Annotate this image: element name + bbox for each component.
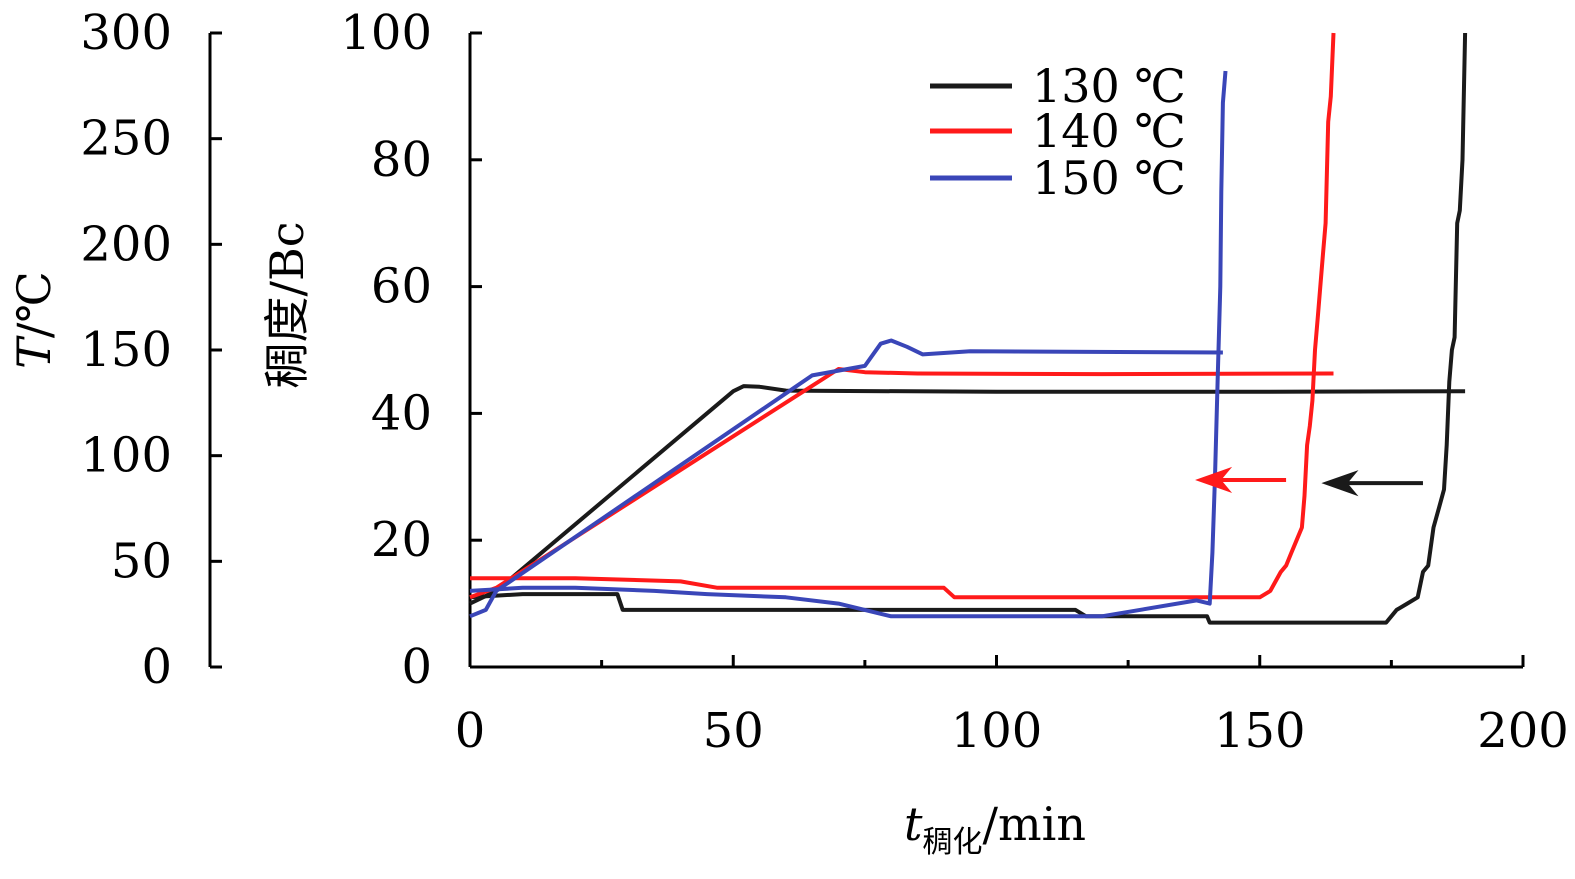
temperature-tick-label: 0 [141, 639, 172, 695]
consistency-axis-title: 稠度/Bc [260, 221, 314, 388]
x-tick-label: 200 [1477, 703, 1569, 759]
legend-label-0: 130 ℃ [1032, 59, 1186, 113]
x-axis-symbol: t [904, 797, 923, 851]
temperature-tick-label: 50 [111, 533, 172, 589]
series-temperature-line-0 [469, 384, 1466, 606]
x-tick-label: 100 [951, 703, 1043, 759]
consistency-tick-label: 0 [401, 639, 432, 695]
temperature-axis-title: T/℃ [7, 271, 61, 369]
series-consistency-line-2 [469, 70, 1228, 619]
series-temperature-line-2 [469, 338, 1223, 619]
series-temperature-line-1 [469, 367, 1334, 600]
consistency-tick-label: 20 [371, 512, 432, 568]
x-axis-unit: /min [983, 797, 1086, 851]
x-axis-title: t稠化/min [904, 797, 1086, 860]
consistency-tick-label: 80 [371, 132, 432, 188]
consistency-tick-label: 40 [371, 385, 432, 441]
series-consistency-line-1 [470, 32, 1336, 600]
x-tick-label: 150 [1214, 703, 1306, 759]
temperature-tick-label: 100 [80, 428, 172, 484]
consistency-tick-label: 100 [340, 5, 432, 61]
x-tick-label: 0 [455, 703, 486, 759]
temperature-tick-label: 150 [80, 322, 172, 378]
temperature-tick-label: 300 [80, 5, 172, 61]
temperature-tick-label: 200 [80, 216, 172, 272]
legend-label-2: 150 ℃ [1032, 151, 1186, 205]
temperature-axis-unit: /℃ [7, 271, 61, 338]
legend-label-1: 140 ℃ [1032, 104, 1186, 158]
annotation-arrow-head [1195, 466, 1233, 494]
x-tick-label: 50 [703, 703, 764, 759]
annotation-arrow-head [1321, 470, 1359, 497]
series-consistency-line-0 [469, 32, 1468, 625]
consistency-tick-label: 60 [371, 259, 432, 315]
temperature-axis-symbol: T [7, 335, 61, 369]
x-axis-subscript: 稠化 [923, 825, 983, 860]
temperature-tick-label: 250 [80, 111, 172, 167]
